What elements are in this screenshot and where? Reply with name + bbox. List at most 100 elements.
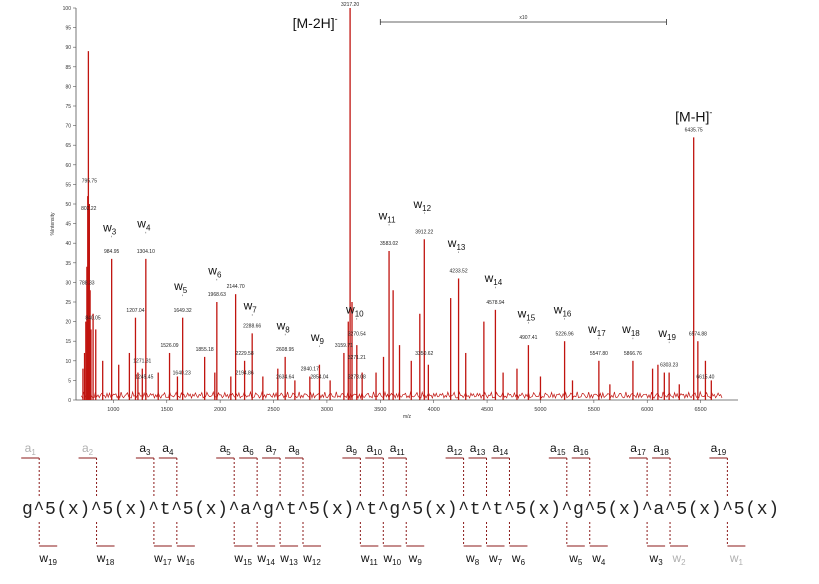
w-ion-subscript: 13 xyxy=(456,243,465,252)
peak-series xyxy=(80,8,723,400)
a-ion-subscript: 7 xyxy=(272,448,277,457)
a-ion-subscript: 16 xyxy=(580,448,589,457)
w-ion-label: w14 xyxy=(484,271,503,287)
w-ion-subscript: 10 xyxy=(355,310,364,319)
w-ion-label: w17 xyxy=(153,551,172,567)
a-ion-subscript: 1 xyxy=(31,448,36,457)
peak-mz-label: 5866.76 xyxy=(624,351,642,357)
peak-mz-label: 788.33 xyxy=(79,280,95,286)
w-ion-label: w7 xyxy=(488,551,503,567)
w-ion-label: w10 xyxy=(345,303,364,319)
peak-mz-label: 3350.62 xyxy=(415,351,433,357)
y-tick-label: 95 xyxy=(65,26,71,32)
y-tick-label: 10 xyxy=(65,359,71,365)
a-ion-label: a13 xyxy=(470,441,486,457)
peak-mz-label: 1207.04 xyxy=(126,308,144,314)
w-ion-subscript: 7 xyxy=(498,558,503,567)
peak-mz-label: 3159.71 xyxy=(335,343,353,349)
a-ion-label: a11 xyxy=(390,441,406,457)
w-ion-subscript: 6 xyxy=(217,270,222,279)
w-ion-label: w18 xyxy=(621,322,640,338)
w-ion-subscript: 4 xyxy=(146,223,151,232)
w-ion-subscript: 7 xyxy=(252,306,257,315)
peak-mz-label: 1271.31 xyxy=(133,359,151,365)
a-ion-subscript: 8 xyxy=(295,448,300,457)
peak-mz-label: 4233.52 xyxy=(450,269,468,275)
y-tick-label: 30 xyxy=(65,280,71,286)
a-ion-subscript: 14 xyxy=(499,448,508,457)
y-tick-label: 15 xyxy=(65,339,71,345)
w-ion-subscript: 11 xyxy=(387,216,396,225)
w-ion-subscript: 16 xyxy=(186,558,195,567)
peak-mz-label: 1649.32 xyxy=(174,308,192,314)
w-ion-label: w7 xyxy=(243,299,258,315)
w-ion-subscript: 2 xyxy=(681,558,686,567)
a-ion-label: a18 xyxy=(653,441,669,457)
w-ion-label: w2 xyxy=(671,551,686,567)
a-ion-subscript: 4 xyxy=(169,448,174,457)
a-ion-subscript: 18 xyxy=(660,448,669,457)
x-tick-label: 6000 xyxy=(641,407,653,413)
w-ion-label: w12 xyxy=(302,551,321,567)
a-ion-subscript: 19 xyxy=(717,448,726,457)
w-ion-subscript: 12 xyxy=(422,204,431,213)
w-ion-label: w13 xyxy=(279,551,298,567)
x-tick-label: 3000 xyxy=(321,407,333,413)
w-ion-subscript: 8 xyxy=(475,558,480,567)
w-ion-label: w13 xyxy=(447,236,466,252)
w-ion-label: w12 xyxy=(413,197,432,213)
x-tick-label: 2500 xyxy=(267,407,279,413)
w-ion-label: w15 xyxy=(517,307,536,323)
w-ion-subscript: 19 xyxy=(667,333,676,342)
oligo-sequence: g^5(x)^5(x)^t^5(x)^a^g^t^5(x)^t^g^5(x)^t… xyxy=(22,500,779,520)
y-tick-label: 70 xyxy=(65,124,71,130)
peak-mz-label: 802.22 xyxy=(81,206,97,212)
w-ion-subscript: 4 xyxy=(601,558,606,567)
y-tick-label: 35 xyxy=(65,261,71,267)
w-ion-label: w15 xyxy=(233,551,252,567)
x-axis-title: m/z xyxy=(403,414,412,420)
peak-mz-label: 2288.66 xyxy=(243,323,261,329)
w-ion-label: w19 xyxy=(38,551,57,567)
a-ion-subscript: 6 xyxy=(249,448,254,457)
y-tick-label: 60 xyxy=(65,163,71,169)
y-tick-label: 40 xyxy=(65,241,71,247)
w-ion-label: w19 xyxy=(657,326,676,342)
y-tick-label: 85 xyxy=(65,65,71,71)
y-tick-label: 65 xyxy=(65,143,71,149)
peak-mz-label: 2634.64 xyxy=(276,374,294,380)
y-tick-label: 0 xyxy=(68,398,71,404)
w-ion-label: w16 xyxy=(553,303,572,319)
w-ion-label: w8 xyxy=(276,318,291,334)
a-ion-subscript: 17 xyxy=(637,448,646,457)
w-ion-subscript: 3 xyxy=(112,227,117,236)
peak-mz-label: 1968.63 xyxy=(208,292,226,298)
peak-mz-label: 3912.22 xyxy=(415,229,433,235)
peak-mz-label: 3273.08 xyxy=(348,374,366,380)
precursor-ion-label: [M-2H]- xyxy=(293,14,338,31)
x-tick-label: 3500 xyxy=(374,407,386,413)
charge-superscript: - xyxy=(335,14,338,24)
peak-mz-label: 6435.75 xyxy=(685,127,703,133)
y-tick-label: 75 xyxy=(65,104,71,110)
a-ion-label: a5 xyxy=(220,441,232,457)
w-ion-subscript: 17 xyxy=(597,329,606,338)
a-ion-label: a9 xyxy=(346,441,358,457)
w-ion-label: w4 xyxy=(591,551,606,567)
a-ion-label: a6 xyxy=(243,441,255,457)
w-ion-subscript: 9 xyxy=(320,337,325,346)
w-ion-subscript: 15 xyxy=(243,558,252,567)
peak-mz-label: 2608.95 xyxy=(276,347,294,353)
peak-mz-label: 2229.58 xyxy=(236,351,254,357)
peak-mz-label: 1640.23 xyxy=(173,370,191,376)
x-tick-label: 4000 xyxy=(428,407,440,413)
peak-mz-label: 795.75 xyxy=(82,178,98,184)
w-ion-subscript: 9 xyxy=(417,558,422,567)
a-ion-label: a16 xyxy=(573,441,589,457)
w-ion-subscript: 10 xyxy=(392,558,401,567)
a-ion-label: a8 xyxy=(288,441,300,457)
peak-mz-label: 3271.21 xyxy=(348,355,366,361)
w-ion-subscript: 13 xyxy=(289,558,298,567)
y-tick-label: 45 xyxy=(65,222,71,228)
peak-mz-label: 1855.18 xyxy=(196,347,214,353)
